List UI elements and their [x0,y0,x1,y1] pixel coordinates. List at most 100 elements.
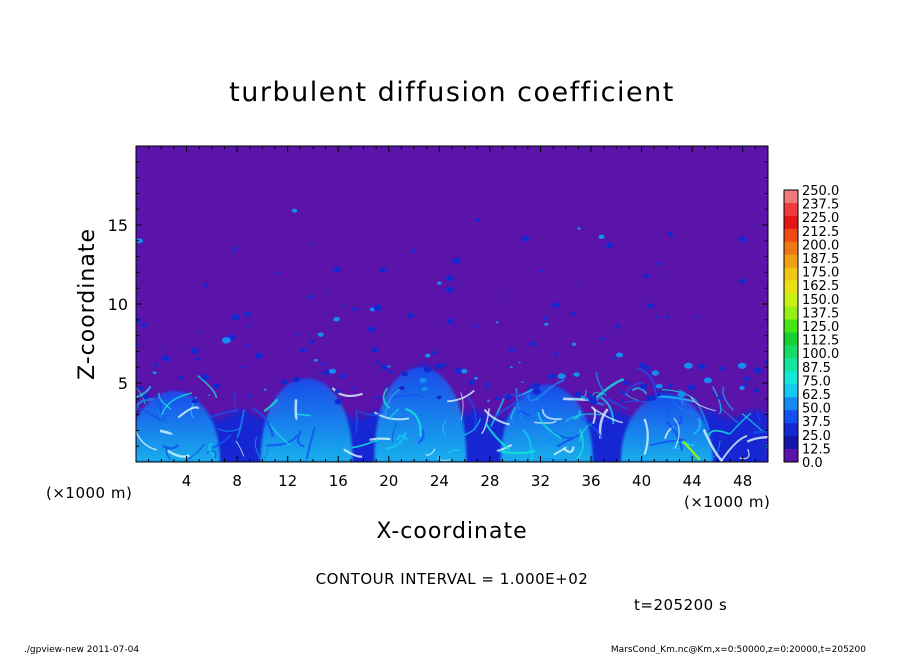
x-tick-label: 12 [278,472,297,490]
eddy [242,365,246,369]
swirl [343,448,363,458]
colorbar-swatch [784,384,798,398]
swirl [752,429,768,435]
y-tick-label: 5 [118,374,128,393]
x-tick-label: 20 [379,472,398,490]
swirl [590,406,597,425]
swirl [351,438,379,449]
eddy [138,385,144,390]
x-tick-label: 28 [480,472,499,490]
swirl [442,420,447,436]
swirl [631,387,648,395]
eddy [308,339,315,344]
eddy [423,366,432,373]
colorbar-swatch [784,449,798,463]
x-tick-label: 8 [232,472,242,490]
eddy [208,394,211,397]
swirl [693,398,710,431]
colorbar-swatch [784,267,798,281]
swirl [331,387,363,397]
swirl [162,443,180,450]
eddy [575,283,579,286]
eddy [711,392,714,394]
eddy [231,314,240,321]
eddy [322,369,331,376]
x-tick-label: 32 [531,472,550,490]
eddy [373,304,383,311]
eddy [338,373,346,379]
eddy [696,315,700,319]
swirl [518,388,533,397]
eddy [371,347,379,353]
colorbar-swatch [784,371,798,385]
swirl [702,428,724,462]
x-tick-label: 36 [581,472,600,490]
x-tick-label: 4 [182,472,192,490]
swirl [562,446,575,454]
swirl [622,381,644,397]
eddy [299,348,307,353]
footer-left: ./gpview-new 2011-07-04 [24,645,139,654]
eddy [153,363,159,367]
eddy [452,324,455,327]
swirl [592,407,623,424]
colorbar-label: 75.0 [802,374,831,389]
colorbar: 250.0237.5225.0212.5200.0187.5175.0162.5… [783,184,839,471]
eddy [333,266,341,273]
eddy [572,342,577,346]
eddy [142,394,150,400]
swirl [565,413,602,423]
swirl [510,407,516,420]
eddy [574,391,582,398]
eddy [387,365,391,368]
swirl [390,394,424,400]
eddy [677,391,686,398]
swirl [206,450,217,459]
eddy [191,399,198,404]
eddy [254,352,263,359]
eddy [485,382,491,386]
peak-streak [682,440,701,461]
colorbar-swatch [784,410,798,424]
eddy [318,372,322,375]
eddy [573,372,580,377]
swirl [534,420,557,424]
chart-title: turbulent diffusion coefficient [229,77,675,108]
colorbar-swatch [784,423,798,437]
swirl [164,447,171,460]
eddy [588,393,592,396]
swirl [167,449,190,458]
swirl [580,417,604,440]
eddy [275,272,279,275]
eddy [665,315,670,319]
eddy [697,363,706,370]
eddy [136,343,140,346]
eddy [136,238,143,244]
colorbar-swatch [784,358,798,372]
x-tick-label: 16 [329,472,348,490]
eddy [544,322,549,326]
swirl [136,429,158,451]
colorbar-label: 50.0 [802,402,831,417]
swirl [594,378,625,400]
swirl [729,412,752,435]
eddy [221,337,231,344]
eddy [521,381,524,383]
eddy [161,355,171,362]
eddy [643,273,650,278]
swirl [643,418,649,456]
swirl [160,392,192,416]
y-tick-label: 10 [108,295,128,314]
swirl [722,386,734,411]
eddy [737,362,747,369]
swirl [212,433,232,449]
eddy [368,326,376,332]
swirl [693,417,702,435]
eddy [605,242,614,248]
swirl [404,407,422,437]
swirl [667,405,670,420]
x-unit-label: (×1000 m) [684,493,770,511]
eddy [352,386,356,389]
eddy [434,362,444,369]
swirl [382,387,391,409]
